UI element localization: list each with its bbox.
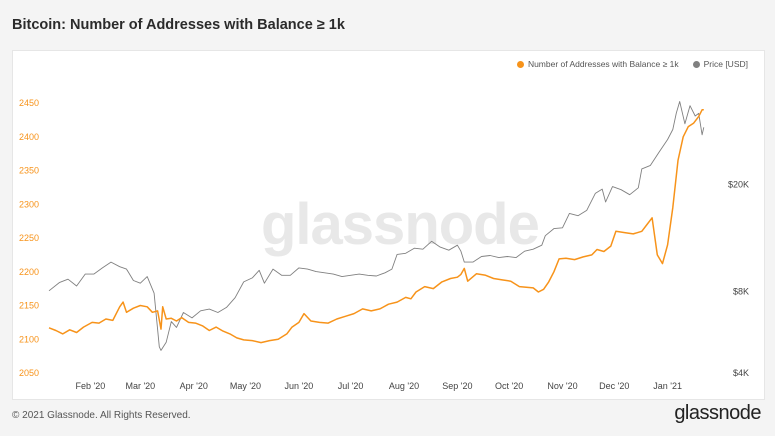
y-left-tick-label: 2300: [19, 199, 39, 209]
copyright-text: © 2021 Glassnode. All Rights Reserved.: [12, 410, 191, 421]
glassnode-logo[interactable]: glassnode: [674, 402, 761, 424]
x-tick-label: Aug '20: [389, 381, 419, 391]
chart-title: Bitcoin: Number of Addresses with Balanc…: [12, 17, 345, 33]
y-left-tick-label: 2450: [19, 98, 39, 108]
legend-label-price: Price [USD]: [703, 59, 748, 69]
watermark-logo: glassnode: [261, 192, 540, 257]
x-tick-label: Dec '20: [599, 381, 629, 391]
y-right-tick-label: $4K: [733, 368, 749, 378]
legend-swatch-addresses: [516, 60, 524, 68]
series-line-price: [48, 101, 705, 351]
legend-item-price[interactable]: Price [USD]: [692, 59, 748, 69]
chart-legend: Number of Addresses with Balance ≥ 1k Pr…: [516, 59, 748, 69]
y-right-tick-label: $8K: [733, 287, 749, 297]
y-left-tick-label: 2350: [19, 166, 39, 176]
series-line-addresses: [48, 109, 704, 344]
y-left-tick-label: 2200: [19, 267, 39, 277]
y-left-tick-label: 2250: [19, 233, 39, 243]
legend-item-addresses[interactable]: Number of Addresses with Balance ≥ 1k: [516, 59, 679, 69]
y-left-tick-label: 2050: [19, 368, 39, 378]
x-tick-label: Mar '20: [125, 381, 155, 391]
x-tick-label: Feb '20: [75, 381, 105, 391]
legend-label-addresses: Number of Addresses with Balance ≥ 1k: [527, 59, 679, 69]
legend-swatch-price: [692, 60, 700, 68]
y-right-tick-label: $20K: [728, 179, 749, 189]
y-left-tick-label: 2400: [19, 132, 39, 142]
x-tick-label: Oct '20: [495, 381, 523, 391]
x-tick-label: Jul '20: [338, 381, 364, 391]
chart-panel: glassnode 2050 2100 2150 2200 2250 2300 2350 24…: [12, 50, 765, 400]
x-tick-label: Jun '20: [284, 381, 313, 391]
y-left-tick-label: 2150: [19, 301, 39, 311]
x-tick-label: May '20: [230, 381, 261, 391]
line-chart[interactable]: 2050 2100 2150 2200 2250 2300 2350 2400 2450 $4K $…: [13, 51, 764, 399]
x-tick-label: Jan '21: [653, 381, 682, 391]
x-tick-label: Nov '20: [547, 381, 577, 391]
y-left-tick-label: 2100: [19, 334, 39, 344]
x-tick-label: Sep '20: [442, 381, 472, 391]
x-tick-label: Apr '20: [180, 381, 208, 391]
